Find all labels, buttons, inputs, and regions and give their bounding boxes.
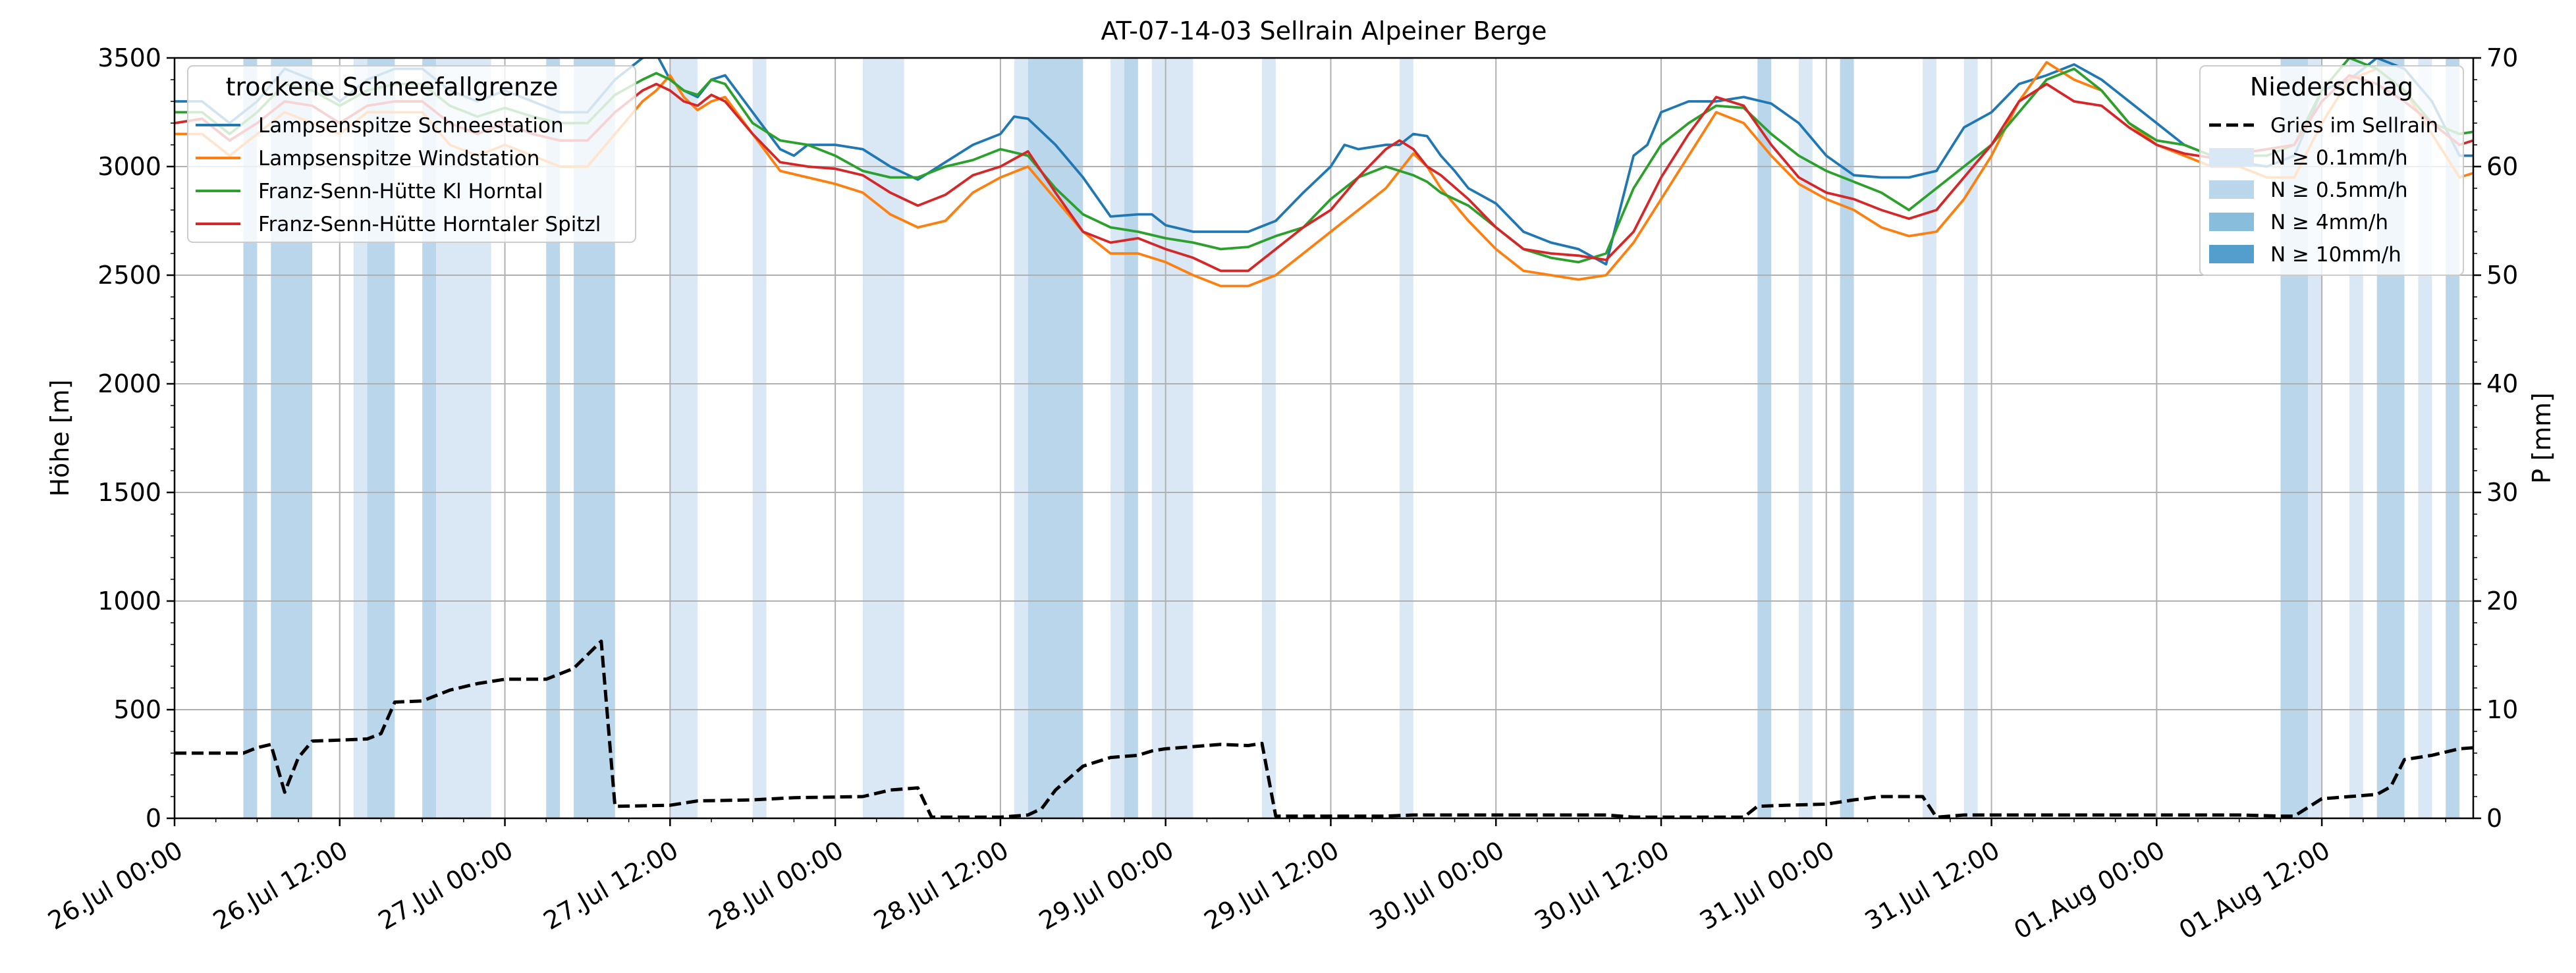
legend-swatch <box>2209 245 2254 263</box>
chart-title: AT-07-14-03 Sellrain Alpeiner Berge <box>1101 16 1547 45</box>
precip-band <box>1923 58 1936 818</box>
y-tick-label-right: 60 <box>2486 152 2518 181</box>
legend-entry-label: Franz-Senn-Hütte Kl Horntal <box>258 180 543 203</box>
precip-band <box>1798 58 1813 818</box>
y-axis-label-left: Höhe [m] <box>45 379 74 496</box>
y-tick-label-left: 500 <box>113 695 161 724</box>
precip-band <box>670 58 698 818</box>
y-tick-label-right: 0 <box>2486 804 2502 833</box>
legend-entry-label: N ≥ 4mm/h <box>2270 211 2388 234</box>
y-tick-label-left: 3500 <box>97 43 161 72</box>
legend-entry-label: N ≥ 0.1mm/h <box>2270 146 2408 170</box>
precip-band <box>1840 58 1854 818</box>
precip-band <box>243 58 258 818</box>
y-tick-label-right: 70 <box>2486 43 2518 72</box>
precip-band <box>1110 58 1124 818</box>
plot-frame <box>173 57 2475 820</box>
legend-box <box>187 65 636 243</box>
y-tick-label-left: 0 <box>146 804 161 833</box>
precip-band <box>1757 58 1772 818</box>
legend-snowline: trockene Schneefallgrenze Lampsenspitze S… <box>187 65 636 243</box>
precip-bands <box>243 58 2460 818</box>
legend-swatch <box>2209 213 2254 231</box>
precip-band <box>862 58 904 818</box>
legend-swatch <box>2209 180 2254 199</box>
legend-title: trockene Schneefallgrenze <box>226 72 559 101</box>
y-tick-label-left: 2000 <box>97 369 161 398</box>
legend-entry-label: Lampsenspitze Schneestation <box>258 114 564 138</box>
precip-band <box>1028 58 1083 818</box>
legend-entry-label: N ≥ 10mm/h <box>2270 243 2401 267</box>
y-tick-label-left: 3000 <box>97 152 161 181</box>
legend-box <box>2199 65 2464 276</box>
y-tick-label-left: 1500 <box>97 478 161 507</box>
precip-band <box>546 58 561 818</box>
y-tick-label-right: 20 <box>2486 587 2518 616</box>
legend-entry-label: Lampsenspitze Windstation <box>258 147 539 171</box>
precip-band <box>1399 58 1413 818</box>
y-tick-label-left: 2500 <box>97 261 161 290</box>
y-tick-label-right: 30 <box>2486 478 2518 507</box>
precip-band <box>353 58 368 818</box>
legend-entry-label: Gries im Sellrain <box>2270 114 2438 138</box>
precip-band <box>1963 58 1978 818</box>
y-axis-label-right: P [mm] <box>2527 392 2556 484</box>
legend-precipitation: Niederschlag Gries im Sellrain N ≥ 0.1mm/h… <box>2199 65 2464 276</box>
precip-band <box>1124 58 1138 818</box>
precip-band <box>422 58 437 818</box>
legend-entry-label: Franz-Senn-Hütte Horntaler Spitzl <box>258 213 601 236</box>
y-tick-label-right: 50 <box>2486 261 2518 290</box>
series-line-gries-im-sellrain <box>175 639 2473 818</box>
y-tick-label-right: 40 <box>2486 369 2518 398</box>
precip-band <box>1261 58 1276 818</box>
y-tick-label-right: 10 <box>2486 695 2518 724</box>
precip-band <box>752 58 767 818</box>
legend-entry-label: N ≥ 0.5mm/h <box>2270 178 2408 202</box>
precip-band <box>1151 58 1193 818</box>
precip-band <box>1014 58 1028 818</box>
legend-swatch <box>2209 148 2254 167</box>
legend-title: Niederschlag <box>2250 72 2413 101</box>
y-tick-label-left: 1000 <box>97 587 161 616</box>
